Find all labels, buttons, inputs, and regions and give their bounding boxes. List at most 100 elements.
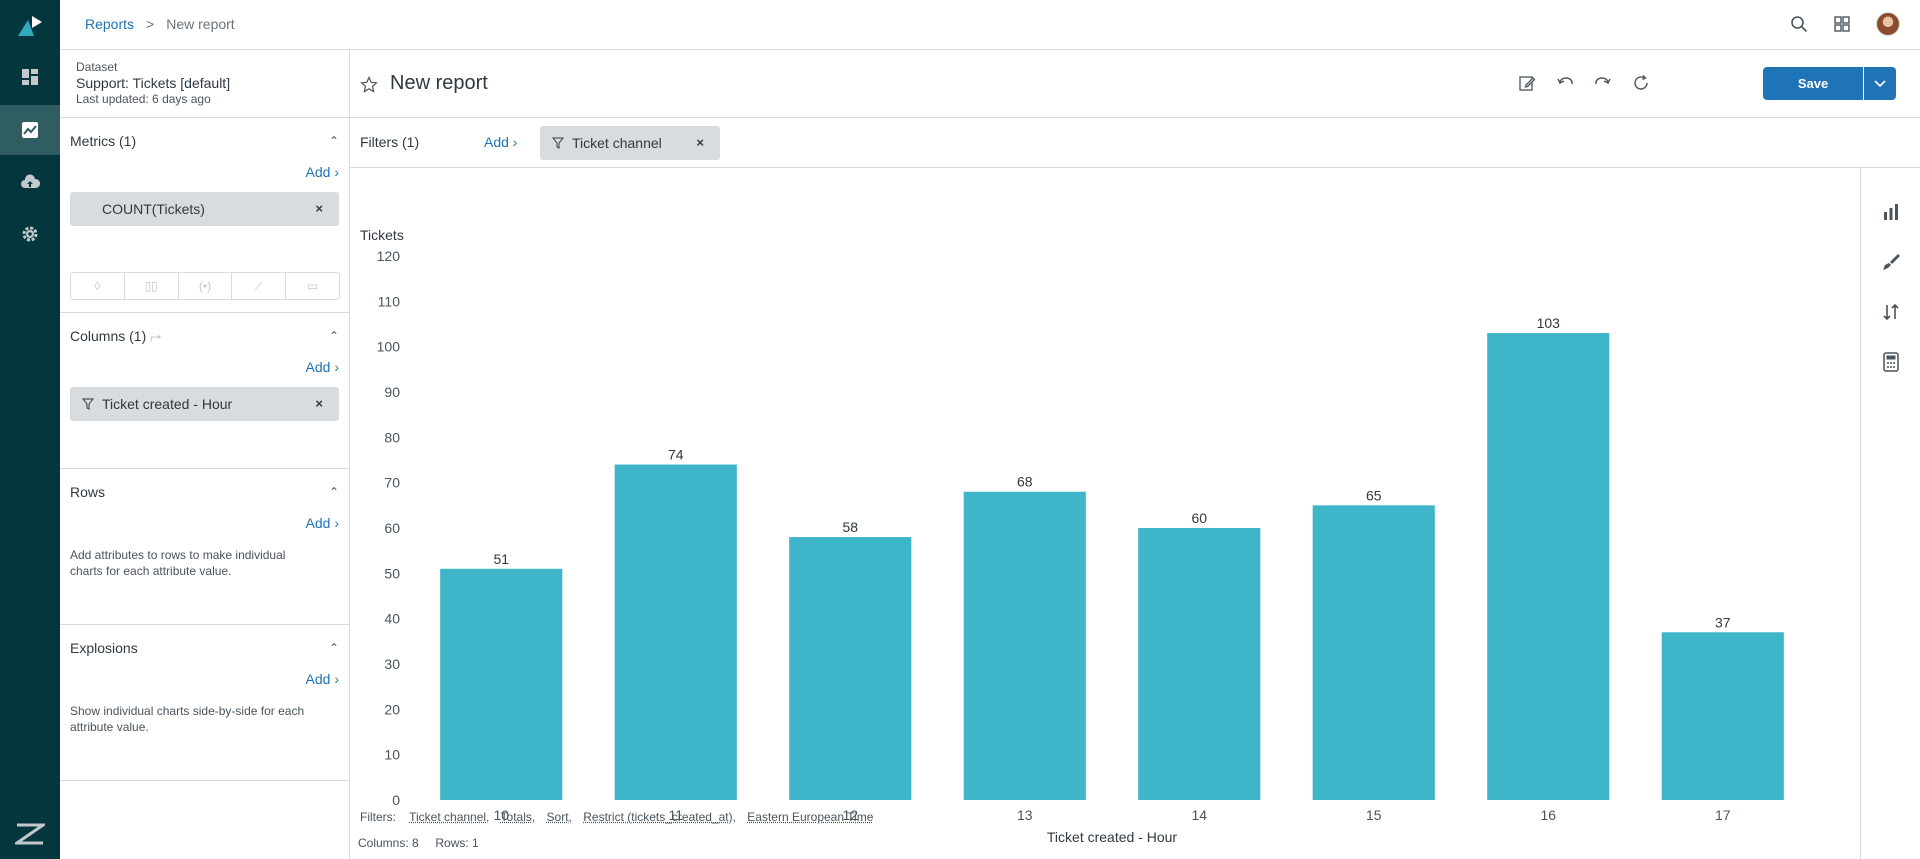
paintbrush-icon[interactable] <box>1881 252 1901 272</box>
remove-metric-icon[interactable]: × <box>315 201 323 216</box>
breadcrumb-separator: > <box>146 16 155 32</box>
y-tick-label: 100 <box>377 339 401 355</box>
report-builder-panel: Dataset Support: Tickets [default] Last … <box>60 50 350 859</box>
dashboard-nav-button[interactable] <box>0 52 60 102</box>
y-tick-label: 110 <box>378 293 401 309</box>
report-title[interactable]: New report <box>390 72 488 94</box>
data-label: 68 <box>1017 474 1033 490</box>
footer-filters: Filters: Ticket channel, Totals, Sort, R… <box>360 810 881 824</box>
data-label: 58 <box>842 519 858 535</box>
user-avatar[interactable] <box>1876 12 1900 36</box>
metric-pill-label: COUNT(Tickets) <box>102 201 205 217</box>
x-tick-label: 11 <box>668 807 683 823</box>
columns-icon[interactable]: ▯▯ <box>123 272 179 300</box>
explosions-title: Explosions <box>70 640 138 656</box>
filters-title: Filters (1) <box>360 134 420 150</box>
save-button[interactable]: Save <box>1763 67 1863 100</box>
settings-nav-button[interactable] <box>0 209 60 259</box>
cloud-upload-icon <box>21 174 40 188</box>
x-tick-label: 10 <box>493 807 509 823</box>
zendesk-logo-icon[interactable] <box>15 823 45 845</box>
x-axis-label: Ticket created - Hour <box>1047 829 1178 845</box>
sort-icon[interactable] <box>1881 302 1901 322</box>
metrics-title: Metrics (1) <box>70 133 137 149</box>
undo-icon[interactable] <box>1556 74 1574 92</box>
dataset-name[interactable]: Support: Tickets [default] <box>76 75 231 91</box>
edit-icon[interactable] <box>1518 74 1536 92</box>
metric-pill[interactable]: COUNT(Tickets) × <box>70 192 339 226</box>
upload-nav-button[interactable] <box>0 157 60 207</box>
rows-add-link[interactable]: Add › <box>305 515 339 531</box>
apps-grid-icon[interactable] <box>1834 16 1850 32</box>
comment-icon[interactable]: ▭ <box>285 272 340 300</box>
y-tick-label: 70 <box>384 475 400 491</box>
y-tick-label: 20 <box>384 701 400 717</box>
y-tick-label: 90 <box>384 384 400 400</box>
chevron-up-icon[interactable]: ⌃ <box>328 134 339 148</box>
footer-link[interactable]: Sort, <box>546 810 572 824</box>
drop-icon[interactable]: ◊ <box>70 272 125 300</box>
reports-icon <box>22 122 38 138</box>
reports-nav-button[interactable] <box>0 105 60 155</box>
star-icon[interactable] <box>360 76 378 94</box>
gear-icon <box>22 226 38 242</box>
footer-link[interactable]: Restrict (tickets_created_at), <box>583 810 736 824</box>
chevron-down-icon <box>1874 79 1886 87</box>
line-chart-icon[interactable]: ⟋ <box>231 272 287 300</box>
explosions-add-link[interactable]: Add › <box>305 671 339 687</box>
calculator-icon[interactable] <box>1881 352 1901 372</box>
column-pill[interactable]: Ticket created - Hour × <box>70 387 339 421</box>
data-label: 37 <box>1715 614 1731 630</box>
bar <box>440 568 563 800</box>
bar <box>789 537 912 800</box>
report-main: New report Save <box>350 50 1920 859</box>
report-title-bar: New report Save <box>350 50 1920 118</box>
chart-area: Tickets 0 10 20 30 40 50 60 70 80 90 100 110 120 51 10 7… <box>350 168 1860 859</box>
chevron-up-icon[interactable]: ⌃ <box>328 485 339 499</box>
y-tick-label: 30 <box>384 656 400 672</box>
columns-add-link[interactable]: Add › <box>305 359 339 375</box>
save-options-button[interactable] <box>1864 67 1896 100</box>
filters-add-link[interactable]: Add › <box>484 134 518 150</box>
x-tick-label: 13 <box>1017 807 1033 823</box>
chevron-up-icon[interactable]: ⌃ <box>328 329 339 343</box>
breadcrumb-reports-link[interactable]: Reports <box>85 16 135 32</box>
bar <box>614 464 737 800</box>
y-tick-label: 10 <box>384 747 400 763</box>
redo-icon[interactable] <box>1594 74 1612 92</box>
y-tick-label: 120 <box>377 248 401 264</box>
columns-header[interactable]: Columns (1) ⮣ ⌃ <box>70 313 339 359</box>
dataset-label: Dataset <box>76 60 118 74</box>
chart-tools-panel <box>1860 168 1920 859</box>
bar <box>1138 528 1261 800</box>
y-tick-label: 0 <box>392 792 400 808</box>
metrics-add-link[interactable]: Add › <box>305 164 339 180</box>
breadcrumb: Reports > New report <box>85 16 235 32</box>
filter-pill[interactable]: Ticket channel × <box>540 126 720 160</box>
remove-column-icon[interactable]: × <box>315 396 323 411</box>
footer-filters-label: Filters: <box>360 810 396 824</box>
signal-icon[interactable]: (•) <box>177 272 233 300</box>
chevron-up-icon[interactable]: ⌃ <box>328 641 339 655</box>
footer-counts: Columns: 8 Rows: 1 <box>358 836 479 850</box>
explosions-header[interactable]: Explosions ⌃ <box>70 625 339 671</box>
y-tick-label: 60 <box>384 520 400 536</box>
search-icon[interactable] <box>1790 15 1808 33</box>
swap-icon[interactable]: ⮣ <box>150 327 162 344</box>
footer-link[interactable]: Eastern European Time <box>747 810 874 824</box>
bar-chart-icon[interactable] <box>1881 202 1901 222</box>
x-tick-label: 12 <box>842 807 858 823</box>
data-label: 74 <box>668 447 684 463</box>
bar <box>1661 632 1784 800</box>
metrics-header[interactable]: Metrics (1) ⌃ <box>70 118 339 164</box>
remove-filter-icon[interactable]: × <box>696 135 704 150</box>
filter-pill-label: Ticket channel <box>572 135 662 151</box>
report-toolbar <box>1518 74 1650 92</box>
chart-type-selector: ◊ ▯▯ (•) ⟋ ▭ <box>70 272 340 300</box>
refresh-icon[interactable] <box>1632 74 1650 92</box>
rows-header[interactable]: Rows ⌃ <box>70 469 339 515</box>
product-logo-icon[interactable] <box>16 12 44 40</box>
footer-link[interactable]: Totals, <box>500 810 536 824</box>
footer-link[interactable]: Ticket channel, <box>409 810 490 824</box>
